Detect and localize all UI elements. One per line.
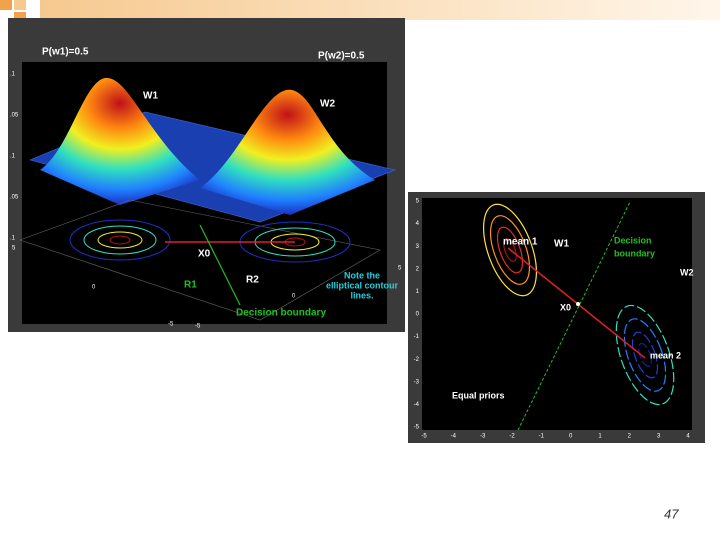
- decor: [14, 12, 26, 20]
- boundary-label: boundary: [614, 248, 655, 258]
- y-tick-label: -4: [414, 402, 420, 408]
- region-label: R1: [184, 280, 197, 291]
- class-label: W2: [680, 267, 694, 277]
- contours: [483, 203, 537, 297]
- tick-labels: -5 -4 -3 -2 -1 0 1 2 3 4 5 4 3 2 1 0 -1 -2 -3 -4 -5: [414, 199, 691, 440]
- mean-label: mean 1: [503, 237, 538, 248]
- x-tick-label: 4: [686, 434, 690, 440]
- x-tick-label: 3: [657, 434, 661, 440]
- boundary-line: [199, 224, 241, 306]
- base-tick-label: 5: [12, 246, 16, 252]
- tick-labels: .1 .05 .1 .05 .1 5 0 -5 -5 0 5: [10, 72, 402, 330]
- priors-label: Equal priors: [452, 390, 505, 400]
- base-tick-label: 0: [292, 294, 296, 300]
- surface-peak: [200, 89, 375, 215]
- x-tick-label: -5: [421, 434, 427, 440]
- base-tick-label: -5: [195, 324, 201, 330]
- z-tick-label: .05: [10, 113, 19, 119]
- prior-label: P(w2)=0.5: [318, 51, 365, 62]
- y-tick-label: 2: [416, 266, 420, 272]
- z-tick-label: .1: [10, 154, 16, 160]
- y-tick-label: 0: [416, 312, 420, 318]
- x0-label: X0: [198, 249, 211, 260]
- y-tick-label: 4: [416, 221, 420, 227]
- x-tick-label: -2: [509, 434, 515, 440]
- x-tick-label: 0: [569, 434, 573, 440]
- base-tick-label: 0: [92, 285, 96, 291]
- base-tick-label: -5: [168, 322, 174, 328]
- y-tick-label: 5: [416, 199, 420, 205]
- y-tick-label: -3: [414, 379, 420, 385]
- base-tick-label: 5: [398, 266, 402, 272]
- x-tick-label: -3: [480, 434, 486, 440]
- class-label: W1: [554, 239, 569, 250]
- contours: [69, 219, 351, 263]
- mean-label: mean 2: [650, 350, 681, 360]
- base-plane: [19, 199, 381, 321]
- plot-area: [422, 198, 692, 430]
- surface-peak: [40, 77, 200, 205]
- x-tick-label: -1: [539, 434, 545, 440]
- x-tick-label: 1: [598, 434, 602, 440]
- y-tick-label: 1: [416, 289, 420, 295]
- surface-plot: P(w1)=0.5 P(w2)=0.5 W1 W2 X0 R1 R2 Decis…: [8, 18, 405, 332]
- class-label: W2: [320, 99, 335, 110]
- x-tick-label: 2: [628, 434, 632, 440]
- prior-label: P(w1)=0.5: [42, 47, 89, 58]
- x-tick-label: -4: [451, 434, 457, 440]
- x0-label: X0: [560, 302, 571, 312]
- boundary-label: Decision boundary: [236, 308, 326, 319]
- boundary-label: Decision: [614, 235, 652, 245]
- boundary-line: [517, 201, 631, 431]
- z-tick-label: .1: [10, 236, 16, 242]
- note-line: elliptical contour: [326, 280, 399, 290]
- decor: [14, 0, 26, 10]
- z-tick-label: .1: [10, 72, 16, 78]
- decor: [0, 0, 12, 10]
- y-tick-label: -2: [414, 357, 420, 363]
- note-line: lines.: [350, 290, 373, 300]
- y-tick-label: -1: [414, 334, 420, 340]
- y-tick-label: 3: [416, 244, 420, 250]
- top-bar: [40, 0, 720, 20]
- z-tick-label: .05: [10, 195, 19, 201]
- page-number: 47: [664, 506, 679, 521]
- note-line: Note the: [344, 270, 380, 280]
- y-tick-label: -5: [414, 425, 420, 431]
- region-label: R2: [246, 275, 259, 286]
- x0-point: [576, 302, 580, 306]
- class-label: W1: [143, 91, 158, 102]
- contour-plot: mean 1 W1 Decision boundary W2 X0 mean 2…: [408, 192, 705, 443]
